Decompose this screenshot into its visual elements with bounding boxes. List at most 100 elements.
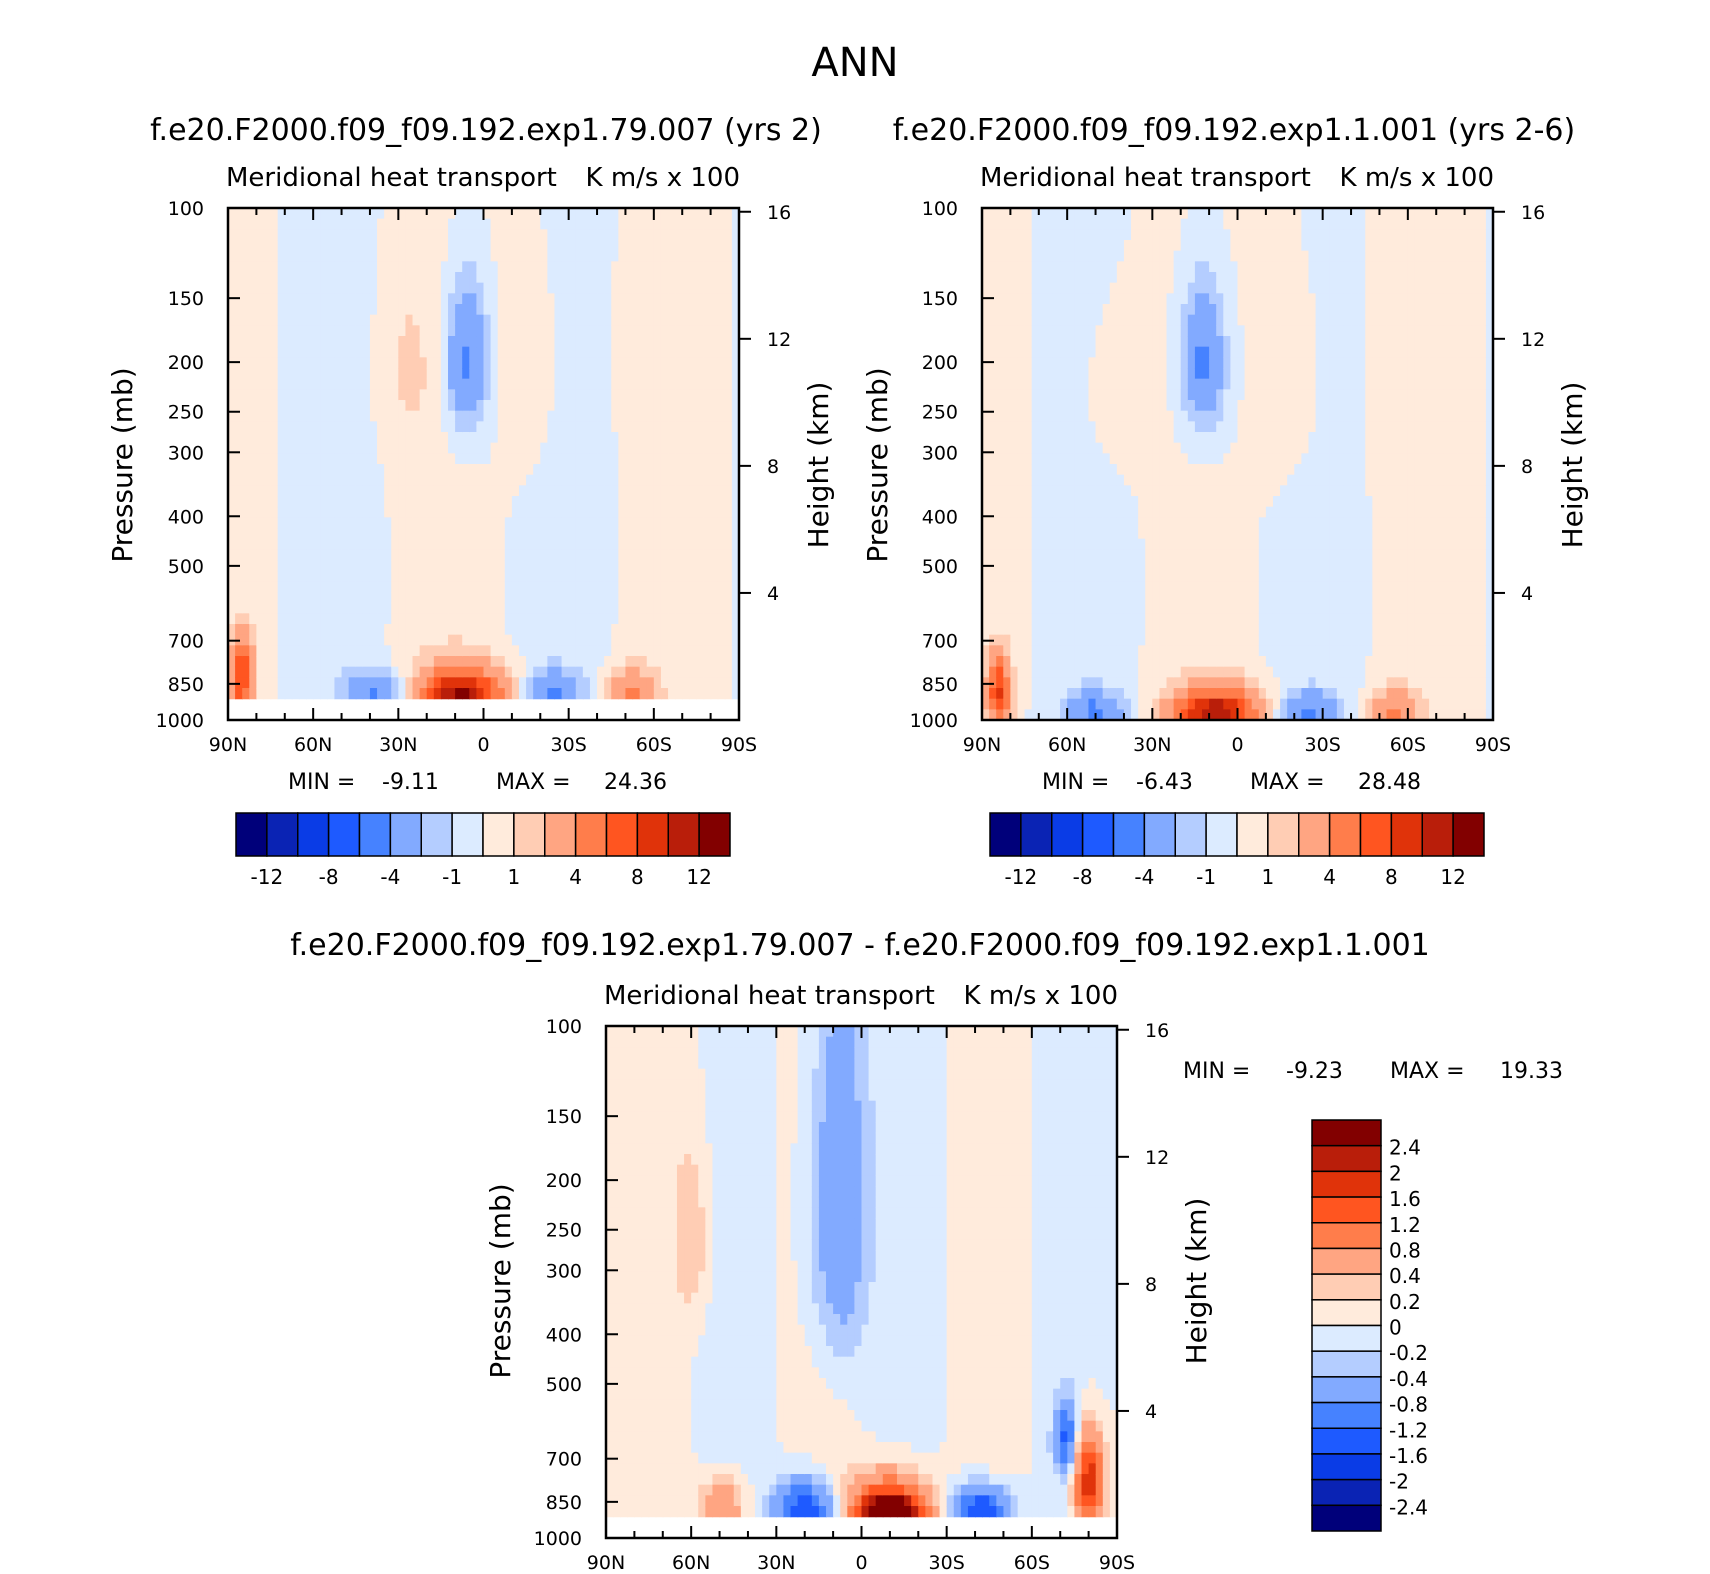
field-cell xyxy=(511,538,520,550)
field-cell xyxy=(298,560,307,572)
field-cell xyxy=(341,581,350,593)
field-cell xyxy=(1095,464,1104,476)
field-cell xyxy=(1045,453,1054,465)
field-cell xyxy=(1194,688,1203,700)
field-cell xyxy=(696,410,705,422)
field-cell xyxy=(1180,336,1189,348)
field-cell xyxy=(689,325,698,337)
field-cell xyxy=(334,400,343,412)
field-cell xyxy=(1074,304,1082,316)
field-cell xyxy=(362,250,371,262)
field-cell xyxy=(1187,666,1196,678)
field-cell xyxy=(228,624,236,636)
field-cell xyxy=(526,560,534,572)
field-cell xyxy=(263,677,272,689)
field-cell xyxy=(1038,496,1047,508)
field-cell xyxy=(1194,666,1203,678)
field-cell xyxy=(369,293,378,305)
field-cell xyxy=(1088,208,1097,220)
field-cell xyxy=(291,346,300,358)
field-cell xyxy=(1173,474,1182,486)
field-cell xyxy=(731,549,740,561)
field-cell xyxy=(440,560,449,572)
field-cell xyxy=(653,666,662,678)
field-cell xyxy=(989,314,997,326)
field-cell xyxy=(668,666,676,678)
field-cell xyxy=(996,400,1004,412)
field-cell xyxy=(1052,293,1061,305)
field-cell xyxy=(1095,357,1104,369)
field-cell xyxy=(334,634,343,646)
field-cell xyxy=(696,613,705,625)
field-cell xyxy=(1067,570,1075,582)
field-cell xyxy=(483,240,492,252)
field-cell xyxy=(1159,272,1168,284)
field-cell xyxy=(653,474,662,486)
field-cell xyxy=(377,250,385,262)
field-cell xyxy=(582,517,591,529)
field-cell xyxy=(1052,218,1061,230)
field-cell xyxy=(618,592,627,604)
field-cell xyxy=(618,325,627,337)
field-cell xyxy=(1180,613,1189,625)
field-cell xyxy=(1038,389,1047,401)
colorbar-label: 12 xyxy=(686,865,711,889)
field-cell xyxy=(660,304,669,316)
field-cell xyxy=(355,378,364,390)
field-cell xyxy=(1131,506,1139,518)
field-cell xyxy=(724,250,733,262)
field-cell xyxy=(1045,677,1054,689)
field-cell xyxy=(582,218,591,230)
field-cell xyxy=(689,229,698,241)
field-cell xyxy=(604,634,612,646)
field-cell xyxy=(448,229,456,241)
field-cell xyxy=(561,634,570,646)
field-cell xyxy=(554,282,563,294)
field-cell xyxy=(1003,656,1011,668)
field-cell xyxy=(277,325,286,337)
field-cell xyxy=(1138,464,1146,476)
field-cell xyxy=(1003,666,1011,678)
field-cell xyxy=(369,485,378,497)
field-cell xyxy=(497,602,506,614)
field-cell xyxy=(1060,570,1068,582)
field-cell xyxy=(1045,261,1054,273)
field-cell xyxy=(1166,485,1175,497)
field-cell xyxy=(1060,240,1068,252)
field-cell xyxy=(327,666,336,678)
field-cell xyxy=(483,410,492,422)
field-cell xyxy=(369,560,378,572)
field-cell xyxy=(1095,304,1104,316)
field-cell xyxy=(1038,698,1047,710)
field-cell xyxy=(362,485,371,497)
field-cell xyxy=(391,464,399,476)
field-cell xyxy=(327,453,336,465)
field-cell xyxy=(996,688,1004,700)
field-cell xyxy=(291,325,300,337)
field-cell xyxy=(1131,293,1139,305)
field-cell xyxy=(1131,250,1139,262)
field-cell xyxy=(533,400,541,412)
field-cell xyxy=(384,421,392,433)
field-cell xyxy=(1138,208,1146,220)
field-cell xyxy=(320,570,328,582)
field-cell xyxy=(653,570,662,582)
field-cell xyxy=(526,410,534,422)
field-cell xyxy=(277,229,286,241)
panel1-min-label: MIN = xyxy=(288,770,355,795)
field-cell xyxy=(327,346,336,358)
field-cell xyxy=(1017,474,1026,486)
field-cell xyxy=(398,485,407,497)
field-cell xyxy=(320,304,328,316)
field-cell xyxy=(582,624,591,636)
field-cell xyxy=(996,421,1004,433)
field-cell xyxy=(618,357,627,369)
field-cell xyxy=(270,677,279,689)
field-cell xyxy=(1095,368,1104,380)
field-cell xyxy=(398,549,407,561)
field-cell xyxy=(982,602,990,614)
field-cell xyxy=(327,602,336,614)
field-cell xyxy=(604,602,612,614)
field-cell xyxy=(277,666,286,678)
field-cell xyxy=(1173,538,1182,550)
